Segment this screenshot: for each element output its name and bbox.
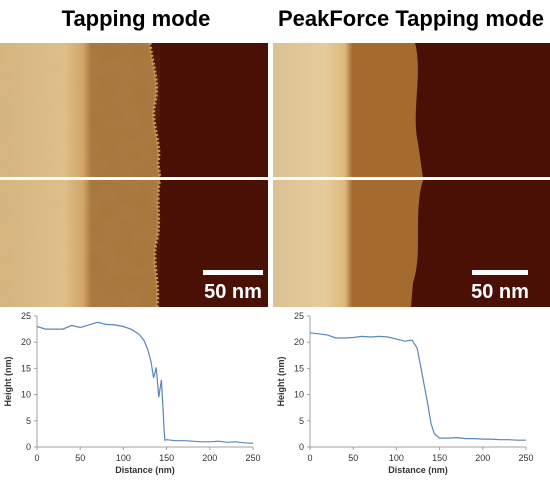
height-profile-line xyxy=(309,332,526,441)
tapping-scale-bar: 50 nm xyxy=(203,270,263,304)
scan-separator xyxy=(0,177,268,180)
y-tick-label: 15 xyxy=(294,363,304,373)
y-tick-label: 15 xyxy=(21,363,31,373)
x-tick-label: 50 xyxy=(348,453,358,463)
peakforce-afm-image xyxy=(273,43,550,307)
y-tick-label: 25 xyxy=(21,311,31,321)
x-tick-label: 200 xyxy=(475,453,490,463)
x-axis-label: Distance (nm) xyxy=(388,465,448,475)
x-tick-label: 100 xyxy=(116,453,131,463)
peakforce-scale-bar: 50 nm xyxy=(470,270,530,304)
tapping-mode-title: Tapping mode xyxy=(61,6,211,31)
x-tick-label: 150 xyxy=(432,453,447,463)
tapping-height-profile-chart: 0 50 100 150 200 250 0 5 10 15 20 25 Distance (nm) He… xyxy=(3,311,261,475)
peakforce-tapping-mode-title: PeakForce Tapping mode xyxy=(277,6,545,31)
scale-bar-line xyxy=(203,270,263,275)
y-tick-label: 0 xyxy=(299,442,304,452)
x-tick-label: 250 xyxy=(518,453,533,463)
x-tick-label: 0 xyxy=(34,453,39,463)
x-tick-label: 0 xyxy=(307,453,312,463)
y-tick-label: 20 xyxy=(21,337,31,347)
y-axis-label: Height (nm) xyxy=(276,357,286,407)
y-axis-label: Height (nm) xyxy=(3,357,13,407)
scale-bar-label: 50 nm xyxy=(471,281,529,303)
x-tick-label: 50 xyxy=(75,453,85,463)
scan-separator xyxy=(273,177,550,180)
right-upper-terrace xyxy=(273,43,423,178)
height-profile-line xyxy=(36,321,254,444)
y-tick-label: 0 xyxy=(26,442,31,452)
y-tick-label: 10 xyxy=(294,390,304,400)
x-tick-label: 250 xyxy=(245,453,260,463)
x-tick-label: 150 xyxy=(159,453,174,463)
y-tick-label: 25 xyxy=(294,311,304,321)
x-tick-label: 200 xyxy=(202,453,217,463)
y-tick-label: 20 xyxy=(294,337,304,347)
x-axis-label: Distance (nm) xyxy=(115,465,175,475)
peakforce-height-profile-chart: 0 50 100 150 200 250 0 5 10 15 20 25 Distance (nm) He… xyxy=(276,311,534,475)
y-tick-label: 5 xyxy=(299,416,304,426)
tapping-mode-afm-image xyxy=(0,43,268,307)
scale-bar-line xyxy=(472,270,528,275)
right-lower-terrace xyxy=(273,180,423,307)
y-tick-label: 5 xyxy=(26,416,31,426)
y-tick-label: 10 xyxy=(21,390,31,400)
x-tick-label: 100 xyxy=(389,453,404,463)
scale-bar-label: 50 nm xyxy=(204,281,262,303)
